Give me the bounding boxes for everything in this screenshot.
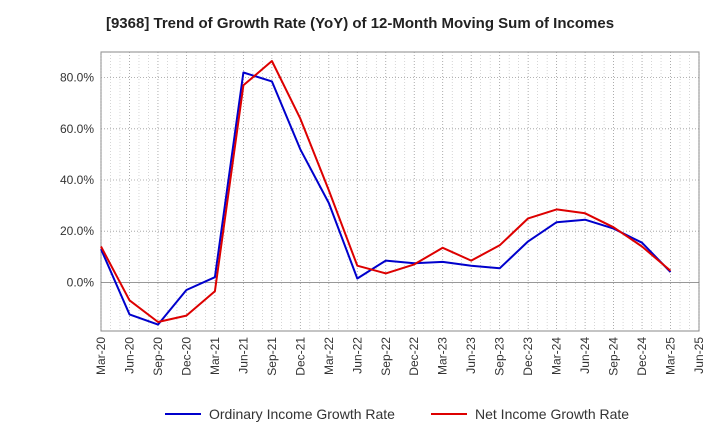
axis-layer: 0.0% 20.0% 40.0% 60.0% 80.0% Mar-20 Jun-20 Sep-… — [60, 71, 706, 376]
y-tick-label: 20.0% — [60, 224, 94, 238]
series-layer — [100, 60, 672, 326]
x-tick-label: Sep-20 — [151, 337, 165, 376]
x-tick-label: Mar-22 — [322, 337, 336, 375]
x-tick-label: Jun-25 — [692, 337, 706, 374]
x-tick-label: Sep-22 — [379, 337, 393, 376]
legend: Ordinary Income Growth Rate Net Income Gr… — [165, 406, 629, 422]
x-tick-label: Dec-22 — [407, 337, 421, 376]
chart-title: [9368] Trend of Growth Rate (YoY) of 12-… — [105, 15, 615, 32]
x-tick-label: Sep-23 — [493, 337, 507, 376]
y-tick-label: 60.0% — [60, 122, 94, 136]
x-tick-label: Sep-21 — [265, 337, 279, 376]
x-tick-label: Mar-24 — [550, 337, 564, 375]
x-tick-label: Jun-23 — [464, 337, 478, 374]
x-tick-label: Jun-21 — [236, 337, 250, 374]
legend-label-1: Ordinary Income Growth Rate — [209, 406, 395, 422]
y-tick-label: 0.0% — [67, 275, 95, 289]
x-tick-label: Dec-24 — [635, 337, 649, 376]
x-tick-label: Dec-21 — [293, 337, 307, 376]
x-tick-label: Jun-20 — [122, 337, 136, 374]
x-tick-label: Dec-20 — [179, 337, 193, 376]
x-tick-label: Mar-21 — [208, 337, 222, 375]
x-tick-label: Sep-24 — [607, 337, 621, 376]
y-tick-label: 80.0% — [60, 71, 94, 85]
y-tick-label: 40.0% — [60, 173, 94, 187]
x-tick-label: Mar-25 — [664, 337, 678, 375]
series-line-1 — [100, 71, 672, 326]
x-tick-label: Mar-20 — [94, 337, 108, 375]
x-tick-label: Jun-22 — [350, 337, 364, 374]
x-tick-label: Mar-23 — [436, 337, 450, 375]
x-tick-label: Dec-23 — [521, 337, 535, 376]
x-tick-label: Jun-24 — [578, 337, 592, 374]
legend-label-2: Net Income Growth Rate — [475, 406, 629, 422]
series-line-2 — [100, 60, 672, 323]
